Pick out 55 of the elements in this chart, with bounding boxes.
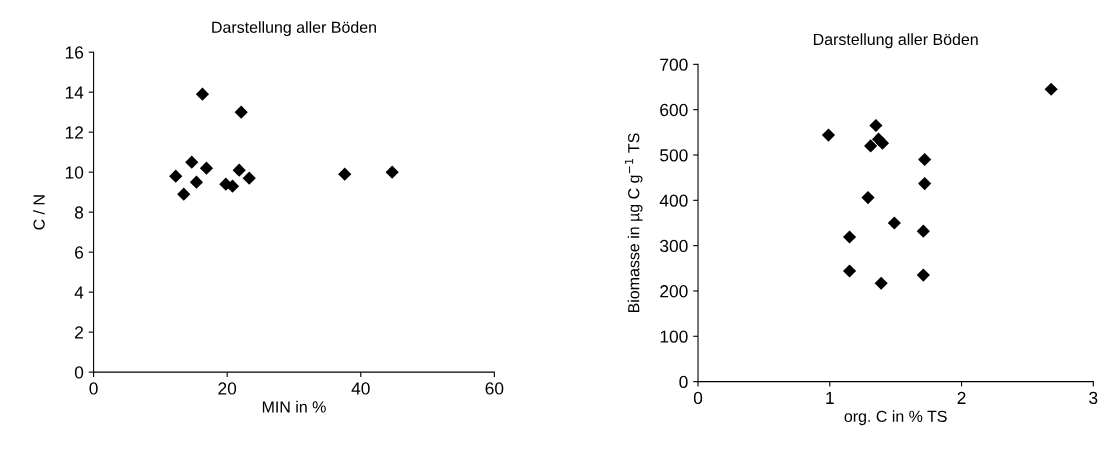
point [242, 171, 256, 185]
x-tick-label: 1 [826, 391, 834, 404]
y-tick-label: 700 [660, 58, 688, 71]
point [385, 165, 399, 179]
x-axis-title: MIN in % [262, 400, 326, 413]
point [185, 155, 199, 169]
point [874, 276, 888, 290]
point [821, 128, 836, 142]
x-tick-label: 2 [957, 391, 966, 404]
y-tick-label: 600 [660, 103, 688, 117]
y-tick-label: 12 [65, 126, 83, 139]
point [195, 87, 210, 101]
y-tick-label: 4 [74, 286, 84, 299]
x-tick-label: 40 [351, 382, 370, 395]
x-tick-label: 3 [1089, 391, 1098, 405]
point [861, 191, 875, 205]
y-tick-label: 10 [65, 166, 84, 179]
point [177, 187, 191, 201]
x-tick-label: 0 [693, 391, 703, 405]
point [842, 230, 857, 244]
y-tick-label: 500 [660, 149, 688, 162]
point [338, 167, 352, 181]
point [916, 268, 930, 282]
y-axis-title: Biomasse in µg C g$^{−1}$ TS [624, 133, 643, 313]
point [887, 216, 901, 230]
y-tick-label: 2 [75, 326, 83, 339]
chart-title: Darstellung aller Böden [813, 33, 978, 49]
y-axis-title: C / N [33, 195, 45, 230]
y-tick-label: 0 [74, 366, 84, 379]
point [234, 105, 248, 119]
point [199, 161, 214, 175]
y-tick-label: 14 [65, 86, 84, 99]
point [918, 176, 932, 191]
x-tick-label: 0 [89, 382, 98, 395]
y-tick-label: 8 [74, 206, 84, 219]
y-tick-label: 200 [660, 285, 688, 298]
point [918, 152, 932, 167]
point [189, 175, 204, 189]
x-tick-label: 60 [485, 382, 504, 395]
point [169, 169, 183, 183]
point [864, 139, 878, 153]
y-tick-label: 16 [65, 46, 84, 59]
y-tick-label: 400 [659, 194, 688, 207]
y-tick-label: 100 [660, 330, 688, 343]
point [1044, 82, 1058, 96]
x-tick-label: 20 [218, 382, 237, 395]
chart-title: Darstellung aller Böden [212, 21, 376, 37]
y-tick-label: 6 [75, 246, 84, 259]
x-axis-title: org. C in % TS [844, 410, 947, 426]
point [916, 224, 930, 238]
point [232, 163, 246, 177]
point [869, 118, 883, 133]
y-tick-label: 300 [660, 239, 688, 253]
point [871, 132, 886, 146]
point [842, 264, 857, 278]
